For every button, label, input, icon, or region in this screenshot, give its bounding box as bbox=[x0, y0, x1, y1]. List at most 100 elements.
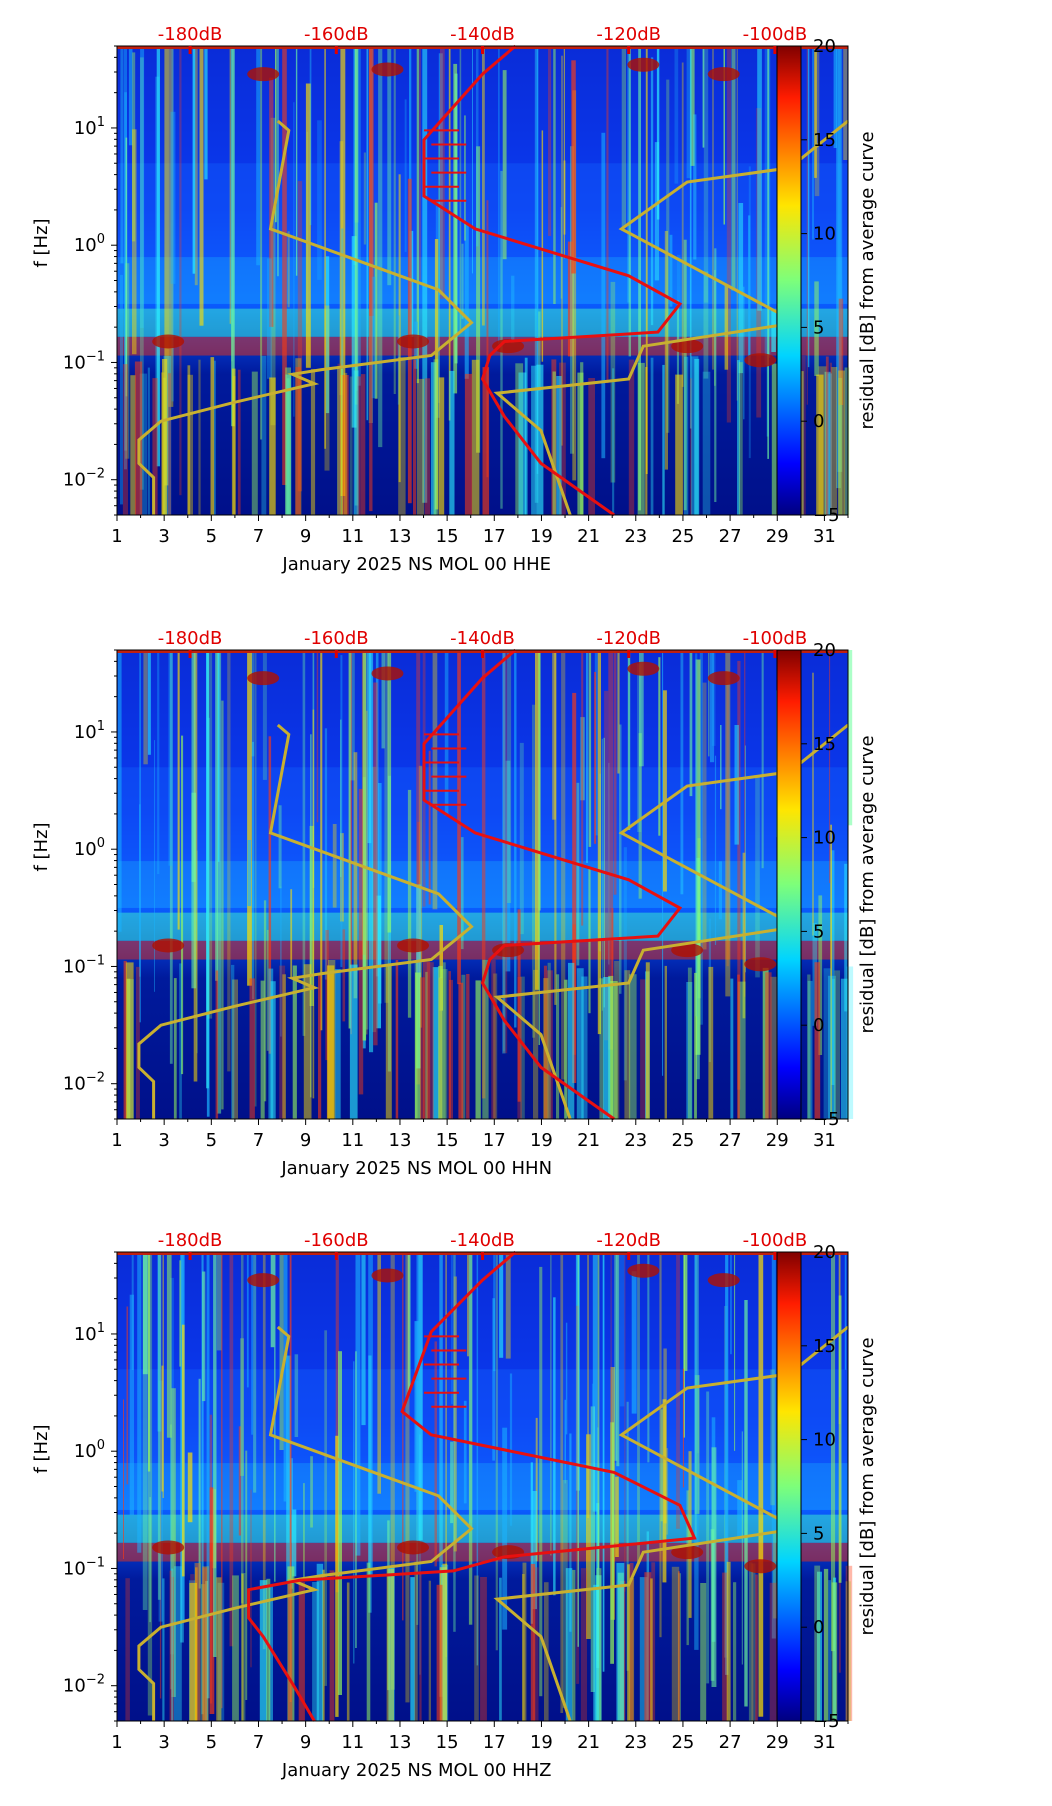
db-tick-label-4: -100dB bbox=[743, 24, 808, 45]
y-tick-base: 10 bbox=[63, 352, 86, 373]
heatmap-streak-low bbox=[179, 963, 182, 1119]
heatmap-streak-low bbox=[341, 375, 349, 515]
heatmap-streak-low bbox=[737, 360, 740, 515]
heatmap-streak bbox=[591, 1383, 594, 1469]
heatmap-streak bbox=[254, 650, 257, 1107]
heatmap-streak-low bbox=[125, 1578, 130, 1721]
heatmap-streak bbox=[694, 1252, 699, 1650]
heatmap-streak-low bbox=[202, 1566, 209, 1721]
heatmap-streak bbox=[498, 46, 500, 345]
heatmap-streak bbox=[680, 650, 684, 895]
heatmap-streak bbox=[694, 1252, 697, 1538]
heatmap-streak-low bbox=[415, 972, 421, 1119]
x-tick-label-5: 5 bbox=[206, 526, 217, 547]
heatmap-streak bbox=[812, 672, 814, 936]
heatmap-streak-low bbox=[152, 378, 158, 515]
heatmap-streak bbox=[335, 1435, 339, 1717]
x-tick-label-17: 17 bbox=[483, 526, 506, 547]
heatmap-streak bbox=[659, 1252, 662, 1638]
y-tick-label-3: 10−2 bbox=[63, 467, 105, 491]
heatmap-streak bbox=[807, 46, 810, 368]
heatmap-streak-low bbox=[249, 978, 255, 1119]
heatmap-streak bbox=[140, 46, 145, 328]
heatmap-streak bbox=[560, 207, 563, 299]
heatmap-hotspot-1 bbox=[397, 334, 430, 349]
heatmap-streak bbox=[627, 650, 631, 830]
db-tick-label-1: -160dB bbox=[304, 24, 369, 45]
heatmap-streak bbox=[355, 1351, 357, 1648]
heatmap-streak bbox=[563, 46, 565, 259]
x-tick-label-11: 11 bbox=[341, 1130, 364, 1151]
heatmap-streak-low bbox=[285, 367, 291, 515]
heatmap-streak bbox=[365, 650, 369, 1030]
heatmap-streak-low bbox=[173, 978, 177, 1119]
heatmap-streak-low bbox=[337, 363, 341, 515]
heatmap-streak-low bbox=[770, 976, 778, 1119]
heatmap-streak-low bbox=[448, 971, 451, 1119]
heatmap-streak bbox=[372, 766, 377, 1033]
heatmap-streak bbox=[610, 1422, 614, 1664]
heatmap-streak bbox=[757, 46, 762, 311]
heatmap-hotspot-6 bbox=[627, 661, 660, 676]
heatmap-streak bbox=[656, 46, 660, 220]
y-tick-base: 10 bbox=[74, 1324, 97, 1345]
heatmap-streak-low bbox=[442, 1563, 448, 1721]
heatmap-streak-low bbox=[499, 1577, 502, 1721]
heatmap-streak-low bbox=[829, 362, 832, 515]
heatmap-streak-low bbox=[266, 1578, 271, 1721]
heatmap-streak bbox=[481, 650, 486, 1099]
heatmap-streak bbox=[712, 46, 714, 370]
heatmap-streak bbox=[376, 895, 381, 1029]
heatmap-streak bbox=[125, 263, 130, 459]
heatmap-streak bbox=[468, 1252, 473, 1625]
heatmap-streak bbox=[690, 46, 695, 166]
heatmap-streak bbox=[266, 929, 269, 1051]
heatmap-streak bbox=[613, 650, 617, 895]
heatmap-streak-low bbox=[671, 1566, 680, 1721]
x-tick-label-9: 9 bbox=[300, 1130, 311, 1151]
y-tick-exp: −2 bbox=[86, 467, 105, 482]
x-tick-label-23: 23 bbox=[624, 1130, 647, 1151]
heatmap-streak bbox=[269, 77, 274, 327]
heatmap-streak-low bbox=[650, 1578, 653, 1721]
heatmap-streak bbox=[263, 900, 267, 1102]
heatmap-streak-low bbox=[241, 1573, 246, 1721]
heatmap-streak bbox=[295, 46, 298, 276]
heatmap-streak-low bbox=[318, 973, 322, 1119]
heatmap-streak bbox=[683, 239, 687, 511]
heatmap-streak bbox=[702, 682, 707, 950]
heatmap-streak-low bbox=[694, 358, 700, 515]
heatmap-streak bbox=[422, 46, 428, 503]
y-tick-exp: 0 bbox=[97, 1438, 105, 1453]
heatmap-streak-low bbox=[449, 979, 453, 1119]
heatmap-streak bbox=[350, 650, 355, 781]
heatmap-streak-low bbox=[522, 1562, 527, 1721]
reference-curve-high bbox=[493, 723, 849, 1120]
heatmap-streak bbox=[207, 650, 213, 1019]
heatmap-streak bbox=[169, 650, 173, 1064]
heatmap-streak bbox=[563, 160, 566, 235]
x-tick-label-21: 21 bbox=[577, 526, 600, 547]
heatmap-streak bbox=[354, 46, 359, 223]
heatmap-streak-low bbox=[466, 974, 470, 1119]
heatmap-streak bbox=[206, 1252, 210, 1699]
heatmap-streak bbox=[532, 1491, 537, 1610]
heatmap-streak-low bbox=[845, 1565, 853, 1721]
heatmap-streak-low bbox=[708, 966, 714, 1119]
heatmap-streak bbox=[275, 46, 277, 223]
heatmap-streak bbox=[714, 755, 717, 945]
heatmap-streak bbox=[541, 130, 544, 362]
y-tick-base: 10 bbox=[74, 839, 97, 860]
heatmap-streak-low bbox=[807, 980, 813, 1119]
heatmap-streak bbox=[170, 1424, 172, 1690]
heatmap-streak bbox=[676, 1252, 680, 1529]
average-psd-curve bbox=[422, 44, 683, 517]
heatmap-streak bbox=[663, 690, 667, 892]
heatmap-streak bbox=[157, 650, 160, 874]
y-tick-base: 10 bbox=[63, 1558, 86, 1579]
heatmap-streak-low bbox=[765, 972, 772, 1119]
heatmap-streak bbox=[340, 655, 343, 967]
heatmap-streak bbox=[507, 650, 512, 903]
heatmap-streak-low bbox=[846, 966, 854, 1119]
